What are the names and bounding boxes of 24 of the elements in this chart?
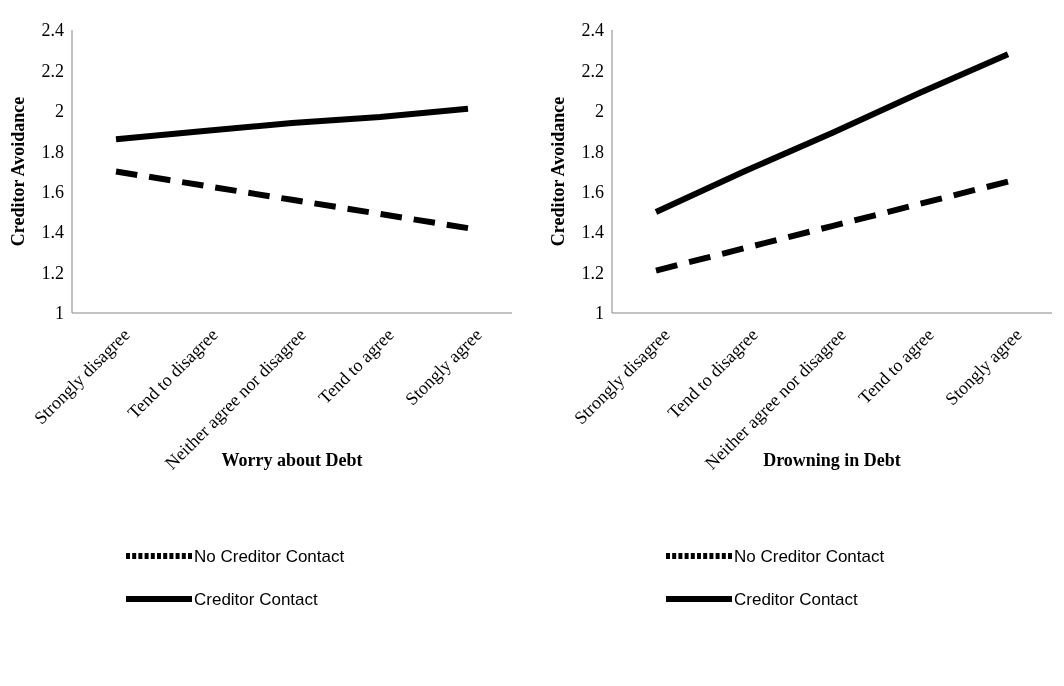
y-tick-label: 1.6 — [581, 182, 604, 203]
y-axis-title: Creditor Avoidance — [548, 96, 568, 247]
y-tick-label: 1.6 — [41, 182, 64, 203]
legend-label: No Creditor Contact — [194, 546, 345, 566]
y-tick-label: 2.4 — [581, 20, 604, 41]
y-axis-title: Creditor Avoidance — [8, 96, 28, 247]
y-tick-label: 1.8 — [41, 141, 64, 162]
y-tick-label: 1.2 — [581, 262, 604, 283]
y-tick-label: 1.8 — [581, 141, 604, 162]
x-axis-title: Drowning in Debt — [763, 450, 901, 470]
legend-label: No Creditor Contact — [734, 546, 885, 566]
legend-label: Creditor Contact — [734, 589, 859, 609]
y-tick-label: 1.4 — [41, 222, 64, 243]
y-tick-label: 2 — [595, 101, 604, 122]
y-tick-label: 2.2 — [581, 60, 604, 81]
legend-label: Creditor Contact — [194, 589, 319, 609]
y-tick-label: 2.2 — [41, 60, 64, 81]
y-tick-label: 2.4 — [41, 20, 64, 41]
y-tick-label: 2 — [55, 101, 64, 122]
y-tick-label: 1 — [595, 303, 604, 324]
y-tick-label: 1.2 — [41, 262, 64, 283]
x-axis-title: Worry about Debt — [221, 450, 363, 470]
y-tick-label: 1 — [55, 303, 64, 324]
y-tick-label: 1.4 — [581, 222, 604, 243]
